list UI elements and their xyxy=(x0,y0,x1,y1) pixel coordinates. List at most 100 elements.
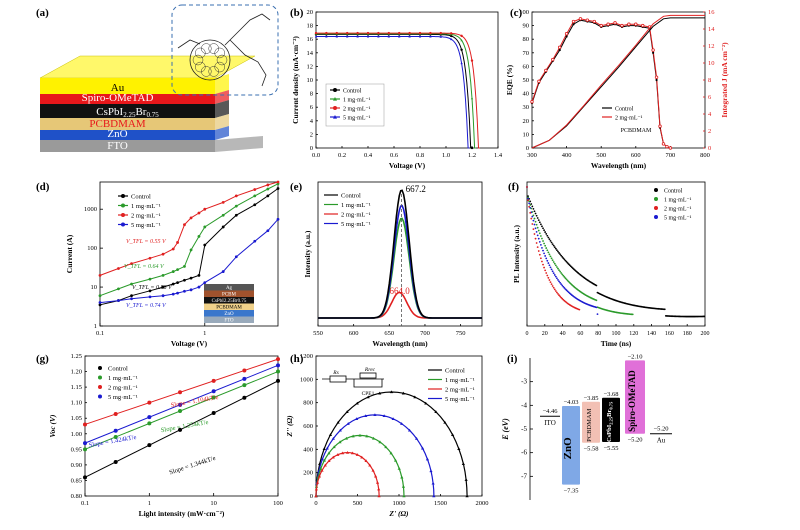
y-tick-label: 0 xyxy=(310,493,313,500)
y-axis-label: Voc (V) xyxy=(48,414,57,438)
nyquist-point xyxy=(331,436,335,440)
plot-frame xyxy=(531,11,706,149)
y-tick-label: 1.00 xyxy=(71,431,82,438)
x-tick-label: 2000 xyxy=(476,500,489,507)
trpl-point xyxy=(544,231,547,233)
x-tick-label: 1.0 xyxy=(442,152,450,159)
x-axis-label: Voltage (V) xyxy=(389,161,426,170)
sclc-point xyxy=(161,294,165,298)
sclc-point xyxy=(221,213,225,217)
y-tick-label: 1.25 xyxy=(71,353,82,360)
trpl-point xyxy=(554,275,557,278)
legend-marker xyxy=(121,203,125,208)
legend-marker xyxy=(98,375,102,380)
nyquist-point xyxy=(327,459,331,463)
trpl-point xyxy=(531,205,534,208)
x-tick-label: 0 xyxy=(314,500,317,507)
sclc-point xyxy=(148,295,152,299)
trpl-point xyxy=(543,252,545,255)
sclc-point xyxy=(266,194,270,198)
panel-label: (c) xyxy=(510,7,523,19)
trpl-point xyxy=(536,226,539,229)
x-axis-label: Z' (Ω) xyxy=(388,509,409,518)
trpl-point xyxy=(544,269,547,272)
trpl-point xyxy=(560,254,563,257)
trpl-point xyxy=(561,273,564,276)
nyquist-point xyxy=(461,462,465,466)
legend-entry: 1 mg·mL⁻¹ xyxy=(343,98,371,104)
nyquist-point xyxy=(314,487,318,491)
y2-tick-label: 16 xyxy=(708,9,715,16)
nyquist-point xyxy=(378,440,382,444)
plot-frame xyxy=(99,181,279,327)
trpl-point xyxy=(538,221,541,224)
y-axis-label: Z'' (Ω) xyxy=(285,415,294,438)
jv-curve-3 xyxy=(316,36,470,149)
trpl-point xyxy=(551,285,554,287)
eqe-point xyxy=(557,45,562,50)
sclc-point xyxy=(176,281,179,285)
trpl-point xyxy=(542,227,544,230)
voc-point xyxy=(211,389,216,394)
x-tick-label: 0 xyxy=(526,331,529,337)
x-axis-label: Time (ns) xyxy=(601,339,632,348)
trpl-point xyxy=(561,284,564,287)
jv-point xyxy=(439,31,442,35)
eqe-point xyxy=(655,78,658,82)
sclc-point xyxy=(197,211,201,215)
nyquist-point xyxy=(336,453,340,456)
y-tick-label: 1.20 xyxy=(71,369,82,376)
nyquist-point xyxy=(431,481,435,485)
trpl-point xyxy=(532,207,535,210)
legend-entry: Control xyxy=(108,366,128,373)
cb-label: −3.85 xyxy=(583,395,598,402)
material-label: CsPbI2.25Br0.75 xyxy=(606,401,614,442)
circuit-label: CPE1 xyxy=(362,391,375,397)
trpl-point xyxy=(533,223,536,226)
y-tick-label: 80 xyxy=(523,36,530,43)
trpl-point xyxy=(542,263,544,266)
trpl-point xyxy=(530,217,533,220)
jv-point xyxy=(335,31,338,35)
x-tick-label: 80 xyxy=(595,331,601,337)
nyquist-point xyxy=(314,494,318,498)
nyquist-point xyxy=(400,422,404,425)
layer-side-4 xyxy=(215,126,229,140)
trpl-point xyxy=(557,267,559,270)
trpl-point xyxy=(562,257,565,260)
jv-point xyxy=(450,34,453,38)
nyquist-point xyxy=(336,420,340,424)
trpl-point xyxy=(536,246,539,249)
nyquist-point xyxy=(323,463,327,467)
sclc-point xyxy=(189,248,193,252)
trpl-point xyxy=(534,212,537,215)
sclc-point xyxy=(266,187,270,191)
trpl-point xyxy=(548,279,551,281)
sclc-point xyxy=(98,273,102,277)
eqe-point xyxy=(571,19,576,24)
y-tick-label: 100 xyxy=(87,245,97,252)
trpl-point xyxy=(550,283,553,286)
y-tick-label: 10 xyxy=(523,131,530,138)
y-tick-label: 10 xyxy=(307,77,314,84)
voc-point xyxy=(113,428,118,433)
eqe-point xyxy=(627,22,631,26)
jv-point xyxy=(460,34,463,38)
trpl-point xyxy=(559,253,562,256)
trpl-point xyxy=(558,269,560,271)
eqe-point xyxy=(558,48,561,52)
nyquist-point xyxy=(378,391,382,395)
jv-point xyxy=(450,37,453,41)
sclc-point xyxy=(171,282,175,286)
layer-0 xyxy=(40,78,215,94)
sclc-point xyxy=(176,291,179,295)
level-label: −5.20 xyxy=(653,426,668,433)
trpl-point xyxy=(595,306,598,309)
material-label: Spiro-OMeTAD xyxy=(627,370,637,432)
slope-label: Slope = 1.254kT/e xyxy=(160,419,209,434)
eqe-point xyxy=(578,17,583,21)
eqe-point xyxy=(585,18,590,22)
wire xyxy=(353,379,383,388)
trpl-point xyxy=(549,281,552,284)
ester-link xyxy=(177,39,201,49)
